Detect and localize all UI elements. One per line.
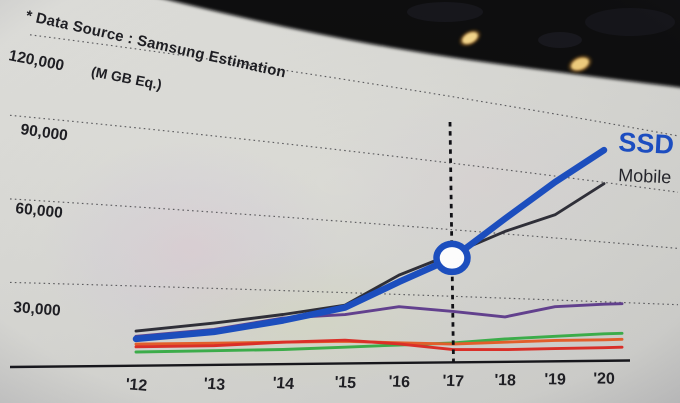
x-tick-label: '12	[125, 376, 148, 395]
x-tick-label: '19	[544, 371, 566, 388]
x-tick-label: '16	[388, 373, 411, 391]
x-tick-label: '17	[442, 373, 464, 391]
mobile-line-label: Mobile	[618, 165, 672, 187]
x-tick-label: '20	[593, 370, 615, 387]
ceiling-shadow	[538, 32, 582, 48]
ceiling-shadow	[407, 2, 483, 22]
x-tick-label: '14	[272, 375, 295, 393]
x-tick-label: '15	[334, 374, 357, 392]
ceiling-shadow	[585, 8, 675, 36]
crossover-marker	[433, 240, 471, 276]
ssd-line-label: SSD	[618, 127, 675, 160]
x-tick-label: '18	[494, 372, 516, 390]
x-tick-label: '13	[203, 375, 226, 394]
